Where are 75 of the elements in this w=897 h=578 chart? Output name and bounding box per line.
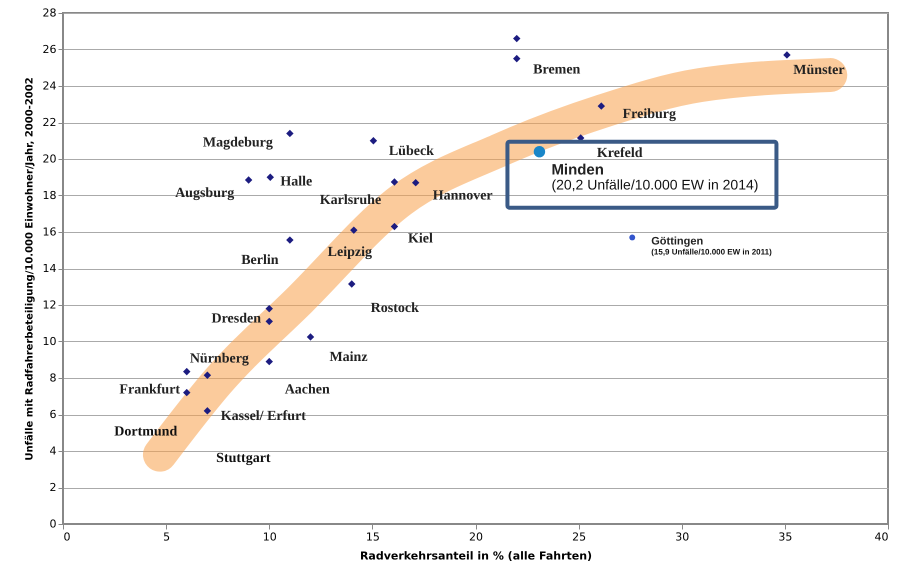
y-tick-label: 16 [42, 226, 56, 238]
y-tick-label: 8 [50, 372, 56, 384]
series-label: Minden [551, 162, 604, 179]
series-label: Karlsruhe [320, 192, 382, 208]
series-label: Aachen [284, 382, 330, 398]
series-label: Augsburg [175, 186, 234, 201]
y-axis-title: Unfälle mit Radfahrerbeteiligung/10.000 Einwohner/Jahr, 2000-2002 [24, 77, 36, 461]
point [266, 358, 273, 366]
x-axis-title: Radverkehrsanteil in % (alle Fahrten) [360, 550, 592, 562]
y-tick-label: 20 [42, 152, 56, 166]
y-tick-label: 26 [42, 43, 56, 56]
x-tick-label: 35 [778, 530, 792, 544]
point [266, 174, 274, 181]
x-tick-label: 40 [874, 530, 888, 544]
series-label: Krefeld [596, 146, 643, 162]
x-tick-label: 10 [262, 530, 277, 544]
series-label: Kassel/ Erfurt [220, 408, 306, 424]
series-label: Magdeburg [202, 135, 273, 150]
series-label: Nürnberg [190, 351, 249, 366]
point [266, 304, 273, 312]
series-label: Freiburg [622, 107, 676, 122]
series-label: Kiel [408, 232, 433, 247]
y-tick-label: 10 [42, 335, 56, 348]
point [513, 34, 520, 42]
series-label: Berlin [241, 253, 279, 268]
point [266, 318, 273, 326]
x-tick-label: 5 [163, 530, 170, 544]
series-label: Münster [793, 62, 845, 78]
point [390, 178, 398, 186]
series-label: Frankfurt [119, 382, 180, 398]
point [183, 368, 190, 376]
y-tick-label: 24 [42, 80, 56, 92]
annotation: Stuttgart [216, 450, 271, 466]
point [204, 407, 212, 415]
point [183, 388, 190, 396]
y-tick-label: 12 [42, 298, 56, 312]
y-tick-label: 18 [42, 189, 56, 202]
point [412, 179, 420, 186]
y-tick-label: 2 [50, 481, 56, 494]
point [350, 226, 358, 234]
point [306, 333, 314, 341]
series-label: Hannover [432, 188, 493, 204]
point [783, 51, 791, 59]
point [286, 236, 294, 244]
point [244, 176, 252, 184]
y-tick-label: 6 [50, 408, 56, 421]
point [390, 222, 398, 230]
series-label: Bremen [533, 62, 581, 78]
point [204, 372, 212, 379]
x-tick-label: 20 [469, 530, 483, 544]
point [598, 102, 606, 110]
series-label: Leipzig [328, 245, 372, 260]
y-tick-label: 4 [50, 444, 56, 458]
series-label: Halle [280, 174, 312, 190]
point [286, 130, 294, 138]
y-tick-label: 14 [42, 262, 56, 275]
series-label: Göttingen [651, 235, 704, 248]
series-label: Dresden [211, 312, 262, 327]
x-tick-label: 0 [64, 530, 70, 544]
series-label: Lübeck [388, 144, 434, 159]
x-tick-label: 30 [675, 530, 690, 544]
point [534, 146, 546, 158]
point [629, 234, 636, 240]
y-tick-label: 28 [42, 6, 56, 20]
y-tick-label: 0 [50, 518, 56, 530]
series-label: Rostock [370, 301, 420, 316]
annotation: Dortmund [114, 424, 178, 440]
annotation: (20,2 Unfälle/10.000 EW in 2014) [551, 176, 758, 193]
point [370, 137, 378, 144]
x-tick-label: 25 [572, 530, 586, 544]
y-tick-label: 22 [42, 116, 56, 129]
point [513, 54, 520, 62]
annotation: (15,9 Unfälle/10.000 EW in 2011) [651, 247, 772, 256]
x-tick-label: 15 [366, 530, 380, 544]
series-label: Mainz [329, 350, 368, 365]
